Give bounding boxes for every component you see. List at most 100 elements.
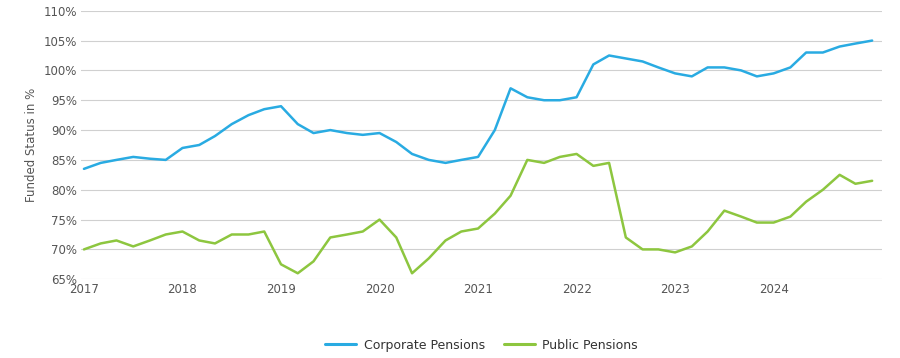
Public Pensions — [391, 235, 401, 240]
Line: Corporate Pensions: Corporate Pensions — [84, 40, 872, 169]
Corporate Pensions — [735, 68, 746, 73]
Corporate Pensions — [867, 38, 877, 43]
Public Pensions — [275, 262, 286, 266]
Corporate Pensions — [78, 167, 89, 171]
Corporate Pensions — [472, 155, 483, 159]
Corporate Pensions — [687, 74, 698, 78]
Public Pensions — [128, 244, 139, 248]
Public Pensions — [604, 161, 615, 165]
Corporate Pensions — [145, 156, 156, 161]
Public Pensions — [653, 247, 664, 252]
Corporate Pensions — [407, 152, 418, 156]
Corporate Pensions — [111, 158, 122, 162]
Public Pensions — [505, 194, 516, 198]
Public Pensions — [801, 199, 812, 204]
Corporate Pensions — [554, 98, 565, 102]
Corporate Pensions — [719, 65, 730, 69]
Corporate Pensions — [539, 98, 550, 102]
Corporate Pensions — [308, 131, 319, 135]
Public Pensions — [817, 188, 828, 192]
Y-axis label: Funded Status in %: Funded Status in % — [25, 88, 38, 202]
Public Pensions — [769, 221, 779, 225]
Corporate Pensions — [259, 107, 270, 111]
Corporate Pensions — [653, 65, 664, 69]
Corporate Pensions — [160, 158, 171, 162]
Corporate Pensions — [572, 95, 582, 100]
Public Pensions — [243, 232, 254, 237]
Public Pensions — [752, 221, 762, 225]
Corporate Pensions — [292, 122, 303, 126]
Public Pensions — [194, 238, 204, 243]
Public Pensions — [735, 214, 746, 219]
Public Pensions — [440, 238, 451, 243]
Corporate Pensions — [342, 131, 353, 135]
Corporate Pensions — [588, 62, 598, 67]
Corporate Pensions — [834, 44, 845, 49]
Public Pensions — [325, 235, 336, 240]
Public Pensions — [620, 235, 631, 240]
Public Pensions — [95, 241, 106, 246]
Corporate Pensions — [226, 122, 237, 126]
Corporate Pensions — [440, 161, 451, 165]
Corporate Pensions — [752, 74, 762, 78]
Public Pensions — [785, 214, 796, 219]
Public Pensions — [78, 247, 89, 252]
Public Pensions — [145, 238, 156, 243]
Public Pensions — [210, 241, 220, 246]
Public Pensions — [490, 212, 500, 216]
Corporate Pensions — [801, 50, 812, 55]
Public Pensions — [456, 229, 467, 234]
Corporate Pensions — [670, 71, 680, 76]
Public Pensions — [702, 229, 713, 234]
Corporate Pensions — [128, 155, 139, 159]
Public Pensions — [522, 158, 533, 162]
Public Pensions — [850, 182, 860, 186]
Corporate Pensions — [275, 104, 286, 108]
Public Pensions — [308, 259, 319, 263]
Public Pensions — [111, 238, 122, 243]
Corporate Pensions — [243, 113, 254, 117]
Corporate Pensions — [637, 59, 648, 64]
Corporate Pensions — [505, 86, 516, 91]
Public Pensions — [177, 229, 188, 234]
Corporate Pensions — [177, 146, 188, 150]
Corporate Pensions — [522, 95, 533, 100]
Corporate Pensions — [423, 158, 434, 162]
Public Pensions — [867, 179, 877, 183]
Public Pensions — [407, 271, 418, 275]
Corporate Pensions — [325, 128, 336, 132]
Corporate Pensions — [210, 134, 220, 138]
Public Pensions — [374, 217, 385, 222]
Corporate Pensions — [374, 131, 385, 135]
Corporate Pensions — [490, 128, 500, 132]
Public Pensions — [423, 256, 434, 261]
Public Pensions — [572, 152, 582, 156]
Public Pensions — [226, 232, 237, 237]
Public Pensions — [539, 161, 550, 165]
Corporate Pensions — [391, 140, 401, 144]
Public Pensions — [259, 229, 270, 234]
Corporate Pensions — [785, 65, 796, 69]
Line: Public Pensions: Public Pensions — [84, 154, 872, 273]
Public Pensions — [160, 232, 171, 237]
Corporate Pensions — [357, 133, 368, 137]
Corporate Pensions — [850, 42, 860, 46]
Public Pensions — [834, 173, 845, 177]
Public Pensions — [637, 247, 648, 252]
Legend: Corporate Pensions, Public Pensions: Corporate Pensions, Public Pensions — [320, 334, 643, 357]
Public Pensions — [719, 208, 730, 213]
Public Pensions — [292, 271, 303, 275]
Corporate Pensions — [95, 161, 106, 165]
Public Pensions — [588, 164, 598, 168]
Public Pensions — [687, 244, 698, 248]
Public Pensions — [357, 229, 368, 234]
Corporate Pensions — [769, 71, 779, 76]
Corporate Pensions — [702, 65, 713, 69]
Public Pensions — [342, 232, 353, 237]
Corporate Pensions — [604, 53, 615, 58]
Corporate Pensions — [194, 143, 204, 147]
Public Pensions — [670, 250, 680, 255]
Public Pensions — [472, 226, 483, 231]
Corporate Pensions — [817, 50, 828, 55]
Public Pensions — [554, 155, 565, 159]
